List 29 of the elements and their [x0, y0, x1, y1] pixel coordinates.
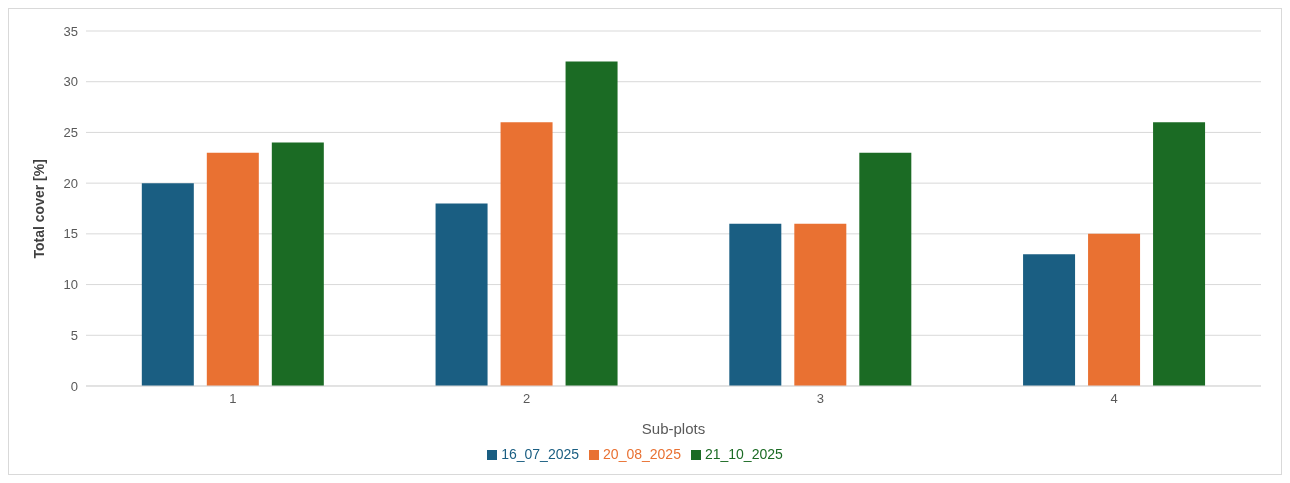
y-tick-label: 25 [63, 125, 78, 141]
x-tick-label: 4 [1110, 391, 1118, 407]
y-tick-label: 35 [63, 23, 78, 39]
y-tick-label: 30 [63, 74, 78, 90]
y-tick-label: 20 [63, 175, 78, 191]
y-tick-label: 10 [63, 277, 78, 293]
bar [271, 142, 324, 386]
bar [565, 61, 618, 386]
x-tick-label: 3 [816, 391, 824, 407]
x-tick-label: 1 [229, 391, 237, 407]
legend-label: 20_08_2025 [603, 446, 681, 462]
bar [206, 152, 259, 386]
x-tick-label: 2 [523, 391, 531, 407]
y-tick-label: 0 [70, 378, 78, 394]
y-tick-label: 15 [63, 226, 78, 242]
bar [1088, 233, 1141, 386]
legend-label: 16_07_2025 [501, 446, 580, 462]
y-tick-label: 5 [70, 327, 78, 343]
bar [141, 183, 194, 386]
bar [1153, 122, 1206, 386]
bar [500, 122, 553, 386]
y-axis-title: Total cover [%] [30, 159, 47, 259]
bar [1023, 254, 1076, 386]
bar [794, 223, 847, 386]
bar [435, 203, 488, 386]
bar [859, 152, 912, 386]
legend-label: 21_10_2025 [704, 446, 783, 462]
x-axis-title: Sub-plots [641, 420, 706, 437]
bar [729, 223, 782, 386]
